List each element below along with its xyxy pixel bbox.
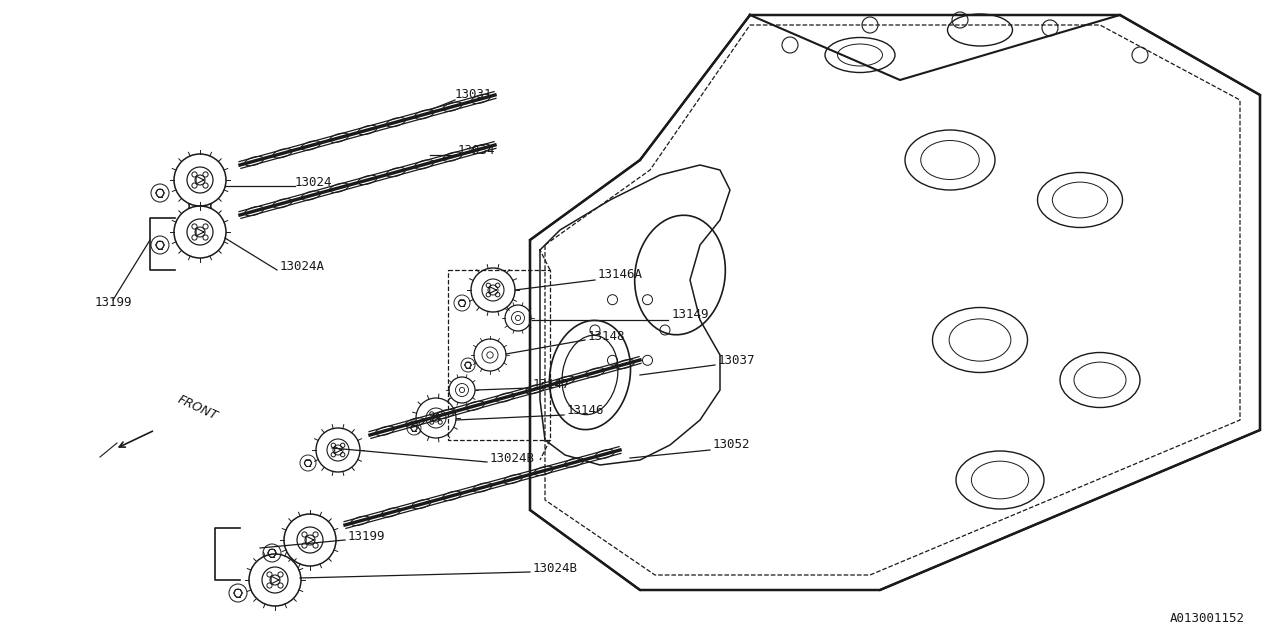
Text: 13024A: 13024A [280,259,325,273]
Text: 13052: 13052 [713,438,750,451]
Text: 13031: 13031 [454,88,493,102]
Text: 13199: 13199 [95,296,133,308]
Text: A013001152: A013001152 [1170,612,1245,625]
Text: 13148: 13148 [588,330,626,342]
Text: 13024B: 13024B [532,561,579,575]
Text: 13199: 13199 [348,529,385,543]
Text: 13024: 13024 [294,175,333,189]
Text: 13147: 13147 [532,378,571,390]
Text: 13034: 13034 [458,143,495,157]
Text: 13024B: 13024B [490,451,535,465]
Text: FRONT: FRONT [175,393,219,423]
Text: 13037: 13037 [718,353,755,367]
Text: 13146: 13146 [567,403,604,417]
Text: 13146A: 13146A [598,269,643,282]
Text: 13149: 13149 [672,308,709,321]
